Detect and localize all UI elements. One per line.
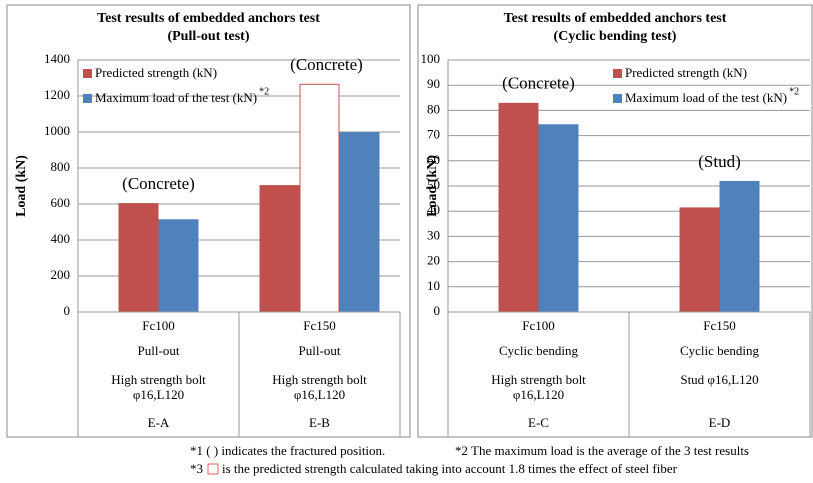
- bar: [719, 180, 760, 312]
- category-detail: φ16,L120: [294, 387, 345, 402]
- category-detail: Stud φ16,L120: [680, 372, 758, 387]
- legend-label: Predicted strength (kN): [95, 65, 217, 80]
- chart-title: (Cyclic bending test): [554, 29, 677, 44]
- y-tick-label: 0: [64, 303, 71, 318]
- bar: [259, 185, 300, 312]
- bar: [679, 207, 720, 312]
- chart-title: Test results of embedded anchors test: [97, 11, 320, 26]
- panel-border: [417, 4, 813, 438]
- annotation: (Concrete): [290, 55, 363, 74]
- y-tick-label: 70: [427, 127, 440, 142]
- legend-swatch: [83, 69, 92, 78]
- category-detail: Cyclic bending: [499, 343, 579, 358]
- category-detail: Pull-out: [299, 343, 341, 358]
- y-tick-label: 20: [427, 253, 440, 268]
- category-detail: Pull-out: [138, 343, 180, 358]
- chart-title: (Pull-out test): [167, 29, 249, 44]
- y-tick-label: 800: [51, 159, 71, 174]
- legend-label: Predicted strength (kN): [625, 65, 747, 80]
- category-detail: Cyclic bending: [680, 343, 760, 358]
- y-tick-label: 90: [427, 76, 440, 91]
- panel-border: [6, 4, 411, 438]
- annotation: (Concrete): [122, 174, 195, 193]
- footnote: *3: [190, 461, 203, 476]
- legend-swatch: [613, 69, 622, 78]
- category-detail: φ16,L120: [513, 387, 564, 402]
- y-tick-label: 200: [51, 267, 71, 282]
- category-detail: Fc100: [142, 318, 175, 333]
- annotation: (Concrete): [502, 74, 575, 93]
- annotation: (Stud): [698, 152, 741, 171]
- category-detail: Fc150: [303, 318, 336, 333]
- legend-swatch: [83, 94, 92, 103]
- bar: [538, 124, 579, 312]
- y-tick-label: 600: [51, 195, 71, 210]
- category-detail: Fc100: [522, 318, 555, 333]
- bar: [498, 102, 539, 312]
- category-detail: High strength bolt: [491, 372, 586, 387]
- legend-note: *2: [259, 86, 269, 97]
- y-tick-label: 0: [434, 303, 441, 318]
- y-axis-label: Load (kN): [14, 155, 29, 217]
- y-tick-label: 1400: [44, 51, 70, 66]
- category-detail: φ16,L120: [133, 387, 184, 402]
- category-detail: High strength bolt: [272, 372, 367, 387]
- y-tick-label: 30: [427, 227, 440, 242]
- chart-title: Test results of embedded anchors test: [504, 11, 727, 26]
- bar: [118, 203, 159, 312]
- bar: [158, 219, 199, 312]
- hollow-box-icon: [207, 463, 219, 475]
- y-tick-label: 1000: [44, 123, 70, 138]
- y-tick-label: 40: [427, 202, 440, 217]
- bar: [339, 132, 380, 312]
- y-tick-label: 10: [427, 278, 440, 293]
- x-tick-label: E-A: [148, 415, 170, 430]
- y-tick-label: 100: [421, 51, 441, 66]
- category-detail: High strength bolt: [111, 372, 206, 387]
- x-tick-label: E-B: [309, 415, 330, 430]
- y-axis-label: Load (kN): [425, 155, 440, 217]
- x-tick-label: E-D: [709, 415, 731, 430]
- legend-label: Maximum load of the test (kN): [625, 90, 787, 105]
- x-tick-label: E-C: [528, 415, 549, 430]
- footnote: *2 The maximum load is the average of th…: [455, 443, 749, 458]
- legend-note: *2: [789, 86, 799, 97]
- footnote: *1 ( ) indicates the fractured position.: [190, 443, 385, 458]
- y-tick-label: 80: [427, 101, 440, 116]
- y-tick-label: 400: [51, 231, 71, 246]
- y-tick-label: 60: [427, 152, 440, 167]
- legend-swatch: [613, 94, 622, 103]
- bar: [299, 83, 340, 313]
- y-tick-label: 50: [427, 177, 440, 192]
- footnote: is the predicted strength calculated tak…: [222, 461, 678, 476]
- legend-label: Maximum load of the test (kN): [95, 90, 257, 105]
- y-tick-label: 1200: [44, 87, 70, 102]
- category-detail: Fc150: [703, 318, 736, 333]
